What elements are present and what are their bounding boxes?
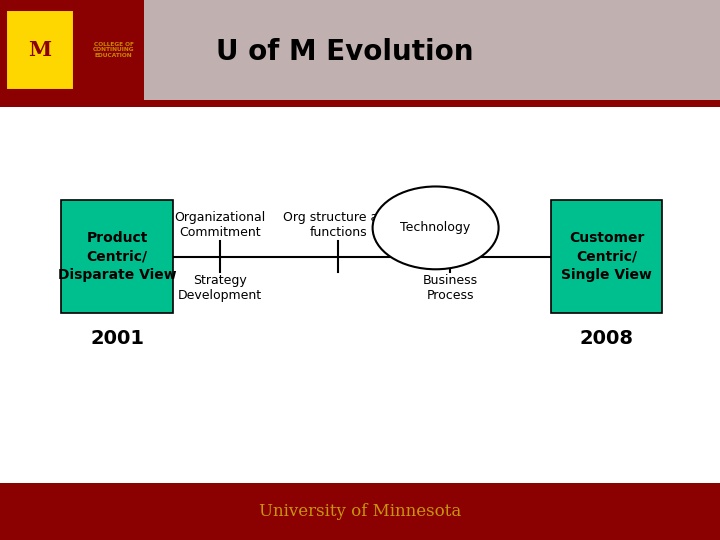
Text: M: M	[28, 40, 52, 60]
Text: Strategy
Development: Strategy Development	[178, 274, 261, 302]
FancyBboxPatch shape	[0, 100, 720, 107]
FancyBboxPatch shape	[61, 200, 173, 313]
Text: Org structure and
functions: Org structure and functions	[283, 211, 394, 239]
FancyBboxPatch shape	[6, 10, 74, 90]
Text: COLLEGE OF
CONTINUING
EDUCATION: COLLEGE OF CONTINUING EDUCATION	[93, 42, 135, 58]
FancyBboxPatch shape	[551, 200, 662, 313]
Text: Technology: Technology	[400, 221, 471, 234]
Text: 2001: 2001	[90, 329, 144, 348]
Text: Product
Centric/
Disparate View: Product Centric/ Disparate View	[58, 231, 176, 282]
FancyBboxPatch shape	[144, 0, 720, 100]
FancyBboxPatch shape	[0, 483, 720, 540]
FancyBboxPatch shape	[0, 0, 720, 100]
Text: U of M Evolution: U of M Evolution	[216, 38, 474, 66]
Text: University of Minnesota: University of Minnesota	[259, 503, 461, 520]
Text: 2008: 2008	[580, 329, 634, 348]
Text: Business
Process: Business Process	[423, 274, 477, 302]
Ellipse shape	[373, 186, 498, 269]
Text: Organizational
Commitment: Organizational Commitment	[174, 211, 265, 239]
Text: Customer
Centric/
Single View: Customer Centric/ Single View	[561, 231, 652, 282]
